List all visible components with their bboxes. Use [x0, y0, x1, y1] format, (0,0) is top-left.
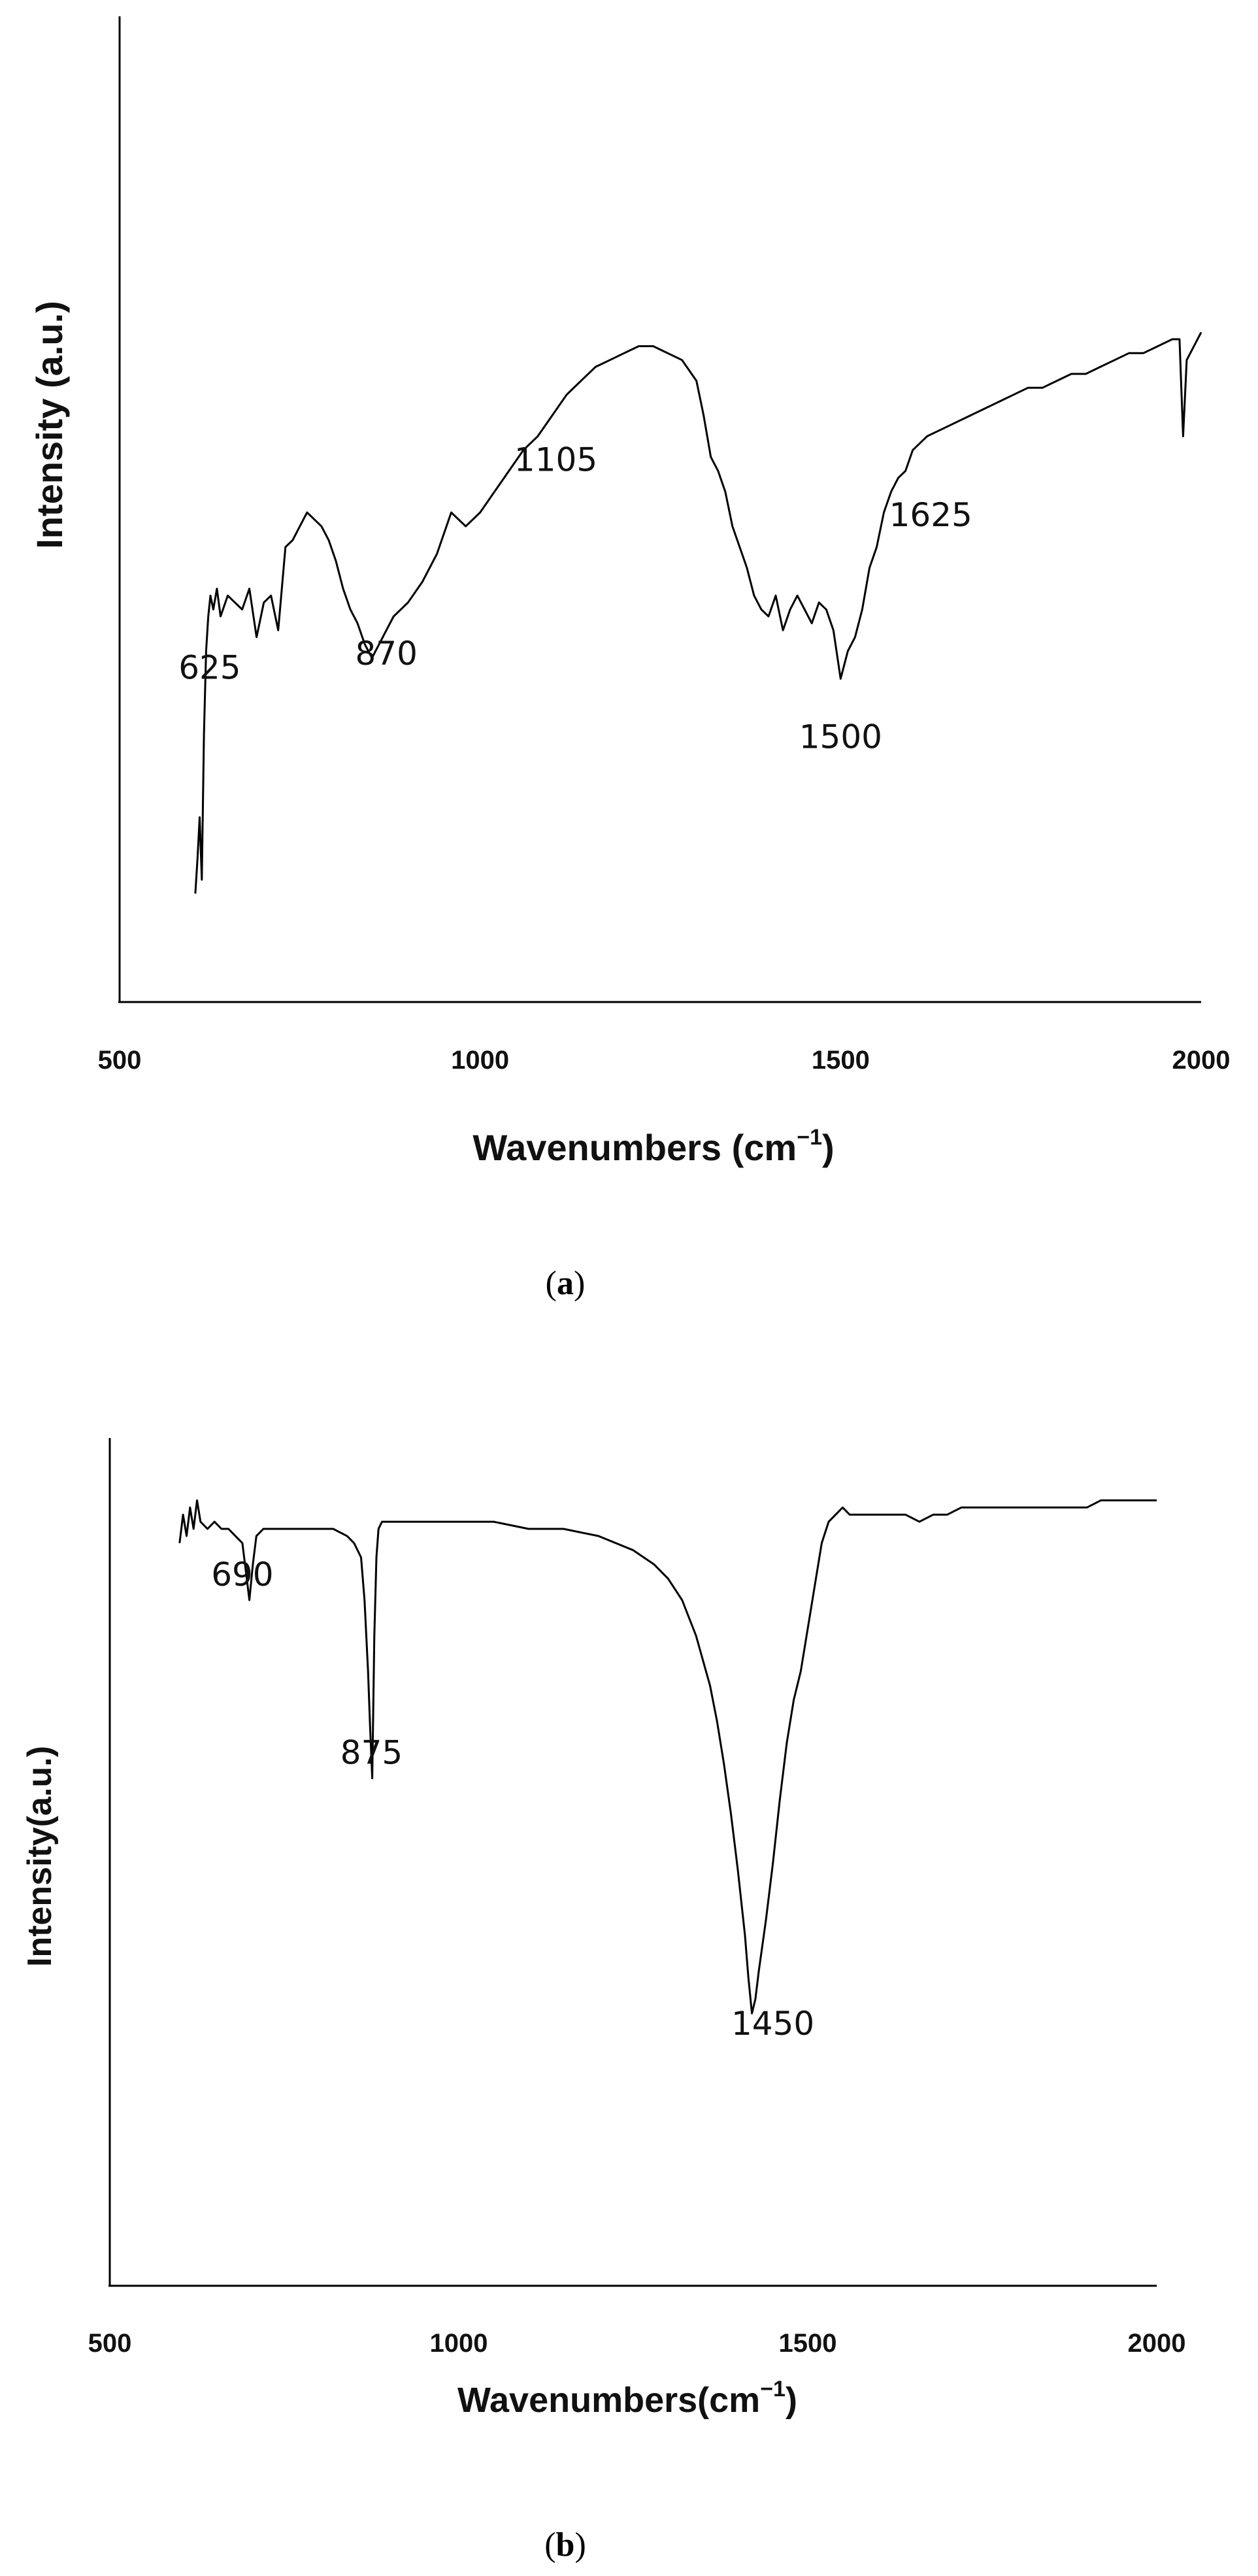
peak-label: 690 [211, 1556, 273, 1594]
x-tick-label: 1500 [812, 1046, 870, 1075]
x-tick-label: 2000 [1172, 1046, 1231, 1075]
caption-letter: a [557, 1265, 574, 1302]
peak-label: 1450 [731, 2005, 814, 2043]
x-tick-label: 1500 [779, 2329, 837, 2358]
caption-close: ) [574, 1265, 585, 1302]
x-tick-labels: 500 1000 1500 2000 [98, 1046, 1231, 1075]
peak-annotations: 625 870 1105 1500 1625 [178, 441, 972, 756]
chart-panel-a: 500 1000 1500 2000 625 870 1105 1500 1625 Waven… [29, 16, 1230, 1302]
y-axis-title: Intensity(a.u.) [21, 1746, 59, 1967]
peak-annotations: 690 875 1450 [211, 1556, 814, 2043]
caption-open: ( [544, 2526, 555, 2564]
x-axis-title-close: ) [822, 1127, 835, 1168]
panel-caption-a: (a) [546, 1265, 586, 1302]
x-axis-title-exponent: −1 [797, 1125, 822, 1150]
x-tick-label: 1000 [451, 1046, 509, 1075]
peak-label: 625 [178, 648, 240, 686]
x-tick-label: 500 [88, 2329, 132, 2358]
chart-panel-b: 500 1000 1500 2000 690 875 1450 Wavenumbers(c… [21, 1438, 1185, 2564]
x-tick-label: 2000 [1128, 2329, 1186, 2358]
y-axis-title: Intensity (a.u.) [29, 301, 70, 549]
x-axis-title-close: ) [786, 2381, 797, 2420]
caption-close: ) [574, 2526, 586, 2564]
x-axis-title: Wavenumbers(cm−1) [457, 2377, 797, 2420]
caption-letter: b [556, 2526, 575, 2564]
peak-label: 1625 [889, 496, 972, 534]
x-axis-title-text: Wavenumbers [457, 2381, 697, 2420]
series-line-b [178, 1499, 1157, 2015]
peak-label: 1105 [514, 441, 597, 478]
x-axis-title-exponent: −1 [760, 2377, 786, 2401]
peak-label: 870 [356, 635, 418, 673]
x-axis-title-text: Wavenumbers [472, 1127, 721, 1168]
x-axis-title: Wavenumbers (cm−1) [472, 1125, 834, 1168]
x-axis-title-unit: (cm [697, 2381, 760, 2420]
x-axis-title-unit: (cm [732, 1127, 797, 1168]
x-tick-label: 500 [98, 1046, 142, 1075]
x-tick-labels: 500 1000 1500 2000 [88, 2329, 1186, 2358]
peak-label: 1500 [799, 718, 882, 756]
x-tick-label: 1000 [430, 2329, 488, 2358]
peak-label: 875 [340, 1734, 403, 1772]
panel-caption-b: (b) [544, 2526, 586, 2564]
series-line-a [194, 331, 1202, 894]
caption-open: ( [546, 1265, 557, 1302]
